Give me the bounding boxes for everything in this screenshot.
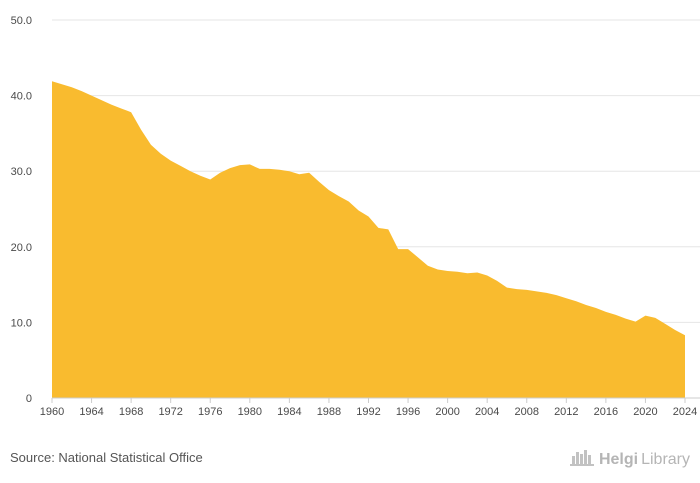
area-fill bbox=[52, 81, 685, 399]
x-tick-label: 1984 bbox=[277, 406, 301, 418]
logo-text-light: Library bbox=[641, 450, 690, 468]
helgi-library-logo[interactable]: Helgi Library bbox=[569, 448, 690, 471]
x-tick-label: 1976 bbox=[198, 406, 222, 418]
y-tick-label: 20.0 bbox=[11, 242, 32, 254]
y-tick-label: 0 bbox=[26, 393, 32, 405]
x-tick-label: 2016 bbox=[594, 406, 618, 418]
x-tick-label: 2008 bbox=[515, 406, 539, 418]
x-tick-label: 2012 bbox=[554, 406, 578, 418]
x-tick-label: 1988 bbox=[317, 406, 341, 418]
x-tick-label: 2020 bbox=[633, 406, 657, 418]
source-note: Source: National Statistical Office bbox=[10, 450, 203, 465]
x-tick-label: 1968 bbox=[119, 406, 143, 418]
y-tick-label: 10.0 bbox=[11, 317, 32, 329]
x-tick-label: 2000 bbox=[435, 406, 459, 418]
x-tick-label: 1980 bbox=[238, 406, 262, 418]
x-tick-label: 2024 bbox=[673, 406, 697, 418]
y-tick-label: 50.0 bbox=[11, 15, 32, 27]
area-chart: 010.020.030.040.050.0 1960 1964 1968 1972 19… bbox=[11, 15, 700, 418]
x-tick-label: 1992 bbox=[356, 406, 380, 418]
x-tick-label: 1964 bbox=[79, 406, 103, 418]
x-tick-label: 1996 bbox=[396, 406, 420, 418]
x-axis: 1960 1964 1968 1972 1976 1980 1984 1988 1992 1996… bbox=[40, 397, 700, 418]
logo-text-bold: Helgi bbox=[598, 450, 639, 468]
y-tick-label: 30.0 bbox=[11, 166, 32, 178]
area-series bbox=[51, 81, 686, 399]
building-icon bbox=[569, 448, 596, 471]
x-tick-label: 1960 bbox=[40, 406, 64, 418]
y-axis: 0 10.0 20.0 30.0 40.0 50.0 bbox=[11, 15, 32, 405]
y-tick-label: 40.0 bbox=[11, 91, 32, 103]
x-tick-label: 1972 bbox=[158, 406, 182, 418]
x-tick-label: 2004 bbox=[475, 406, 499, 418]
